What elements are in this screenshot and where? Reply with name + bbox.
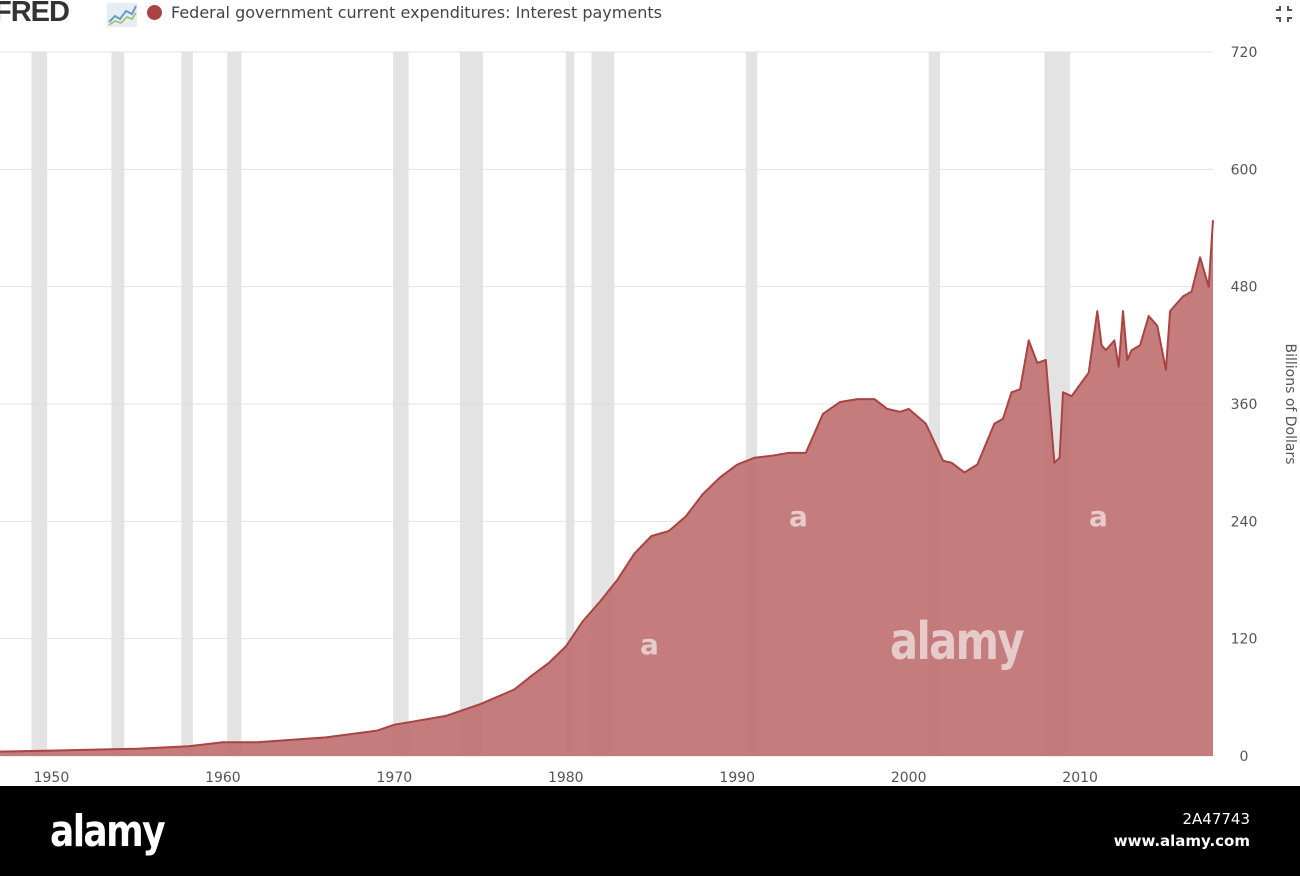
line-chart-icon xyxy=(107,3,137,27)
series-title[interactable]: Federal government current expenditures:… xyxy=(171,3,662,22)
interest-payments-area xyxy=(0,220,1213,756)
x-tick-1980: 1980 xyxy=(548,770,584,786)
footer-image-id: 2A47743 xyxy=(1182,810,1250,828)
stock-footer: alamy 2A47743 www.alamy.com xyxy=(0,786,1300,876)
x-tick-1970: 1970 xyxy=(377,770,413,786)
chart-header: FRED Federal government current expendit… xyxy=(0,0,1300,34)
footer-logo: alamy xyxy=(50,806,166,857)
y-axis-label: Billions of Dollars xyxy=(1282,343,1298,464)
y-tick-labels: 0 120 240 360 480 600 720 xyxy=(1231,45,1258,765)
x-tick-1990: 1990 xyxy=(719,770,755,786)
x-tick-2010: 2010 xyxy=(1062,770,1098,786)
x-tick-labels: 1950 1960 1970 1980 1990 2000 2010 xyxy=(34,770,1098,786)
fred-logo[interactable]: FRED xyxy=(0,0,70,28)
x-tick-2000: 2000 xyxy=(891,770,927,786)
y-tick-600: 600 xyxy=(1231,162,1258,178)
y-tick-240: 240 xyxy=(1231,514,1258,530)
y-tick-120: 120 xyxy=(1231,632,1258,648)
x-tick-1950: 1950 xyxy=(34,770,70,786)
y-tick-360: 360 xyxy=(1231,397,1258,413)
y-tick-480: 480 xyxy=(1231,280,1258,296)
series-legend-dot xyxy=(147,5,162,20)
y-tick-0: 0 xyxy=(1240,749,1249,765)
y-tick-720: 720 xyxy=(1231,45,1258,61)
footer-url: www.alamy.com xyxy=(1113,832,1250,850)
collapse-icon[interactable] xyxy=(1274,4,1294,24)
chart-plot: 0 120 240 360 480 600 720 1950 1960 1970 1980 1990… xyxy=(0,45,1298,786)
x-tick-1960: 1960 xyxy=(205,770,241,786)
interest-payments-line xyxy=(0,220,1214,753)
